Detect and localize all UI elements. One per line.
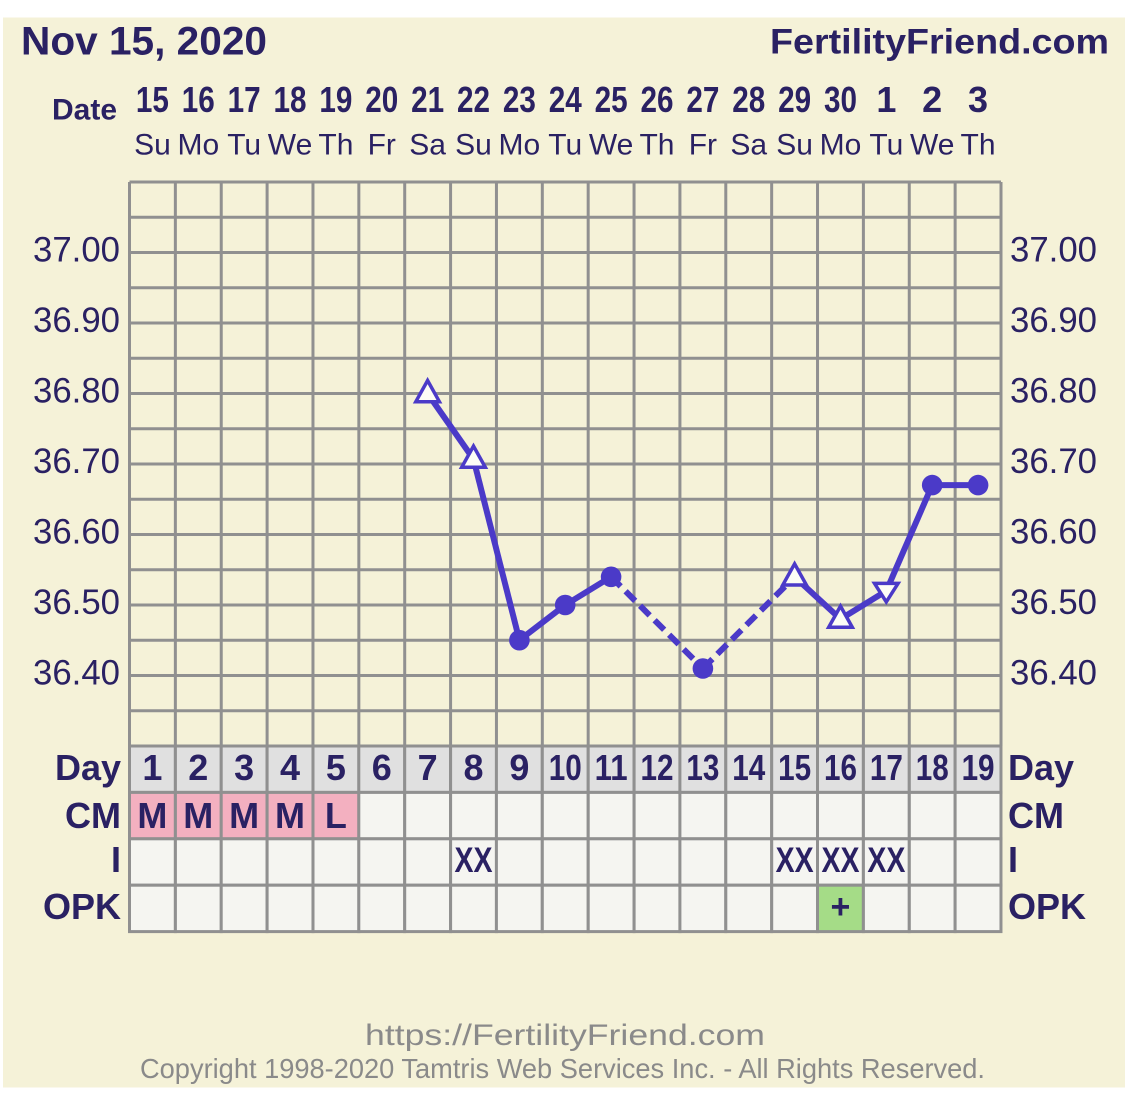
svg-text:36.70: 36.70 [1010,442,1097,481]
svg-text:Date: Date [52,94,117,127]
svg-text:Su: Su [134,129,171,162]
svg-text:Su: Su [776,129,813,162]
svg-text:M: M [137,795,167,836]
svg-text:36.90: 36.90 [33,301,120,340]
svg-text:L: L [325,795,347,836]
svg-text:18: 18 [916,747,949,788]
svg-text:M: M [183,795,213,836]
svg-text:We: We [910,129,954,162]
svg-text:M: M [229,795,259,836]
svg-text:26: 26 [640,79,673,120]
svg-text:8: 8 [463,747,483,788]
svg-text:XX: XX [821,841,860,880]
svg-text:Nov 15, 2020: Nov 15, 2020 [21,19,267,63]
svg-text:19: 19 [962,747,995,788]
svg-text:37.00: 37.00 [33,231,120,270]
svg-text:12: 12 [640,747,673,788]
svg-text:Mo: Mo [177,129,219,162]
svg-text:3: 3 [234,747,254,788]
svg-text:16: 16 [824,747,857,788]
svg-text:36.60: 36.60 [33,513,120,552]
svg-text:36.60: 36.60 [1010,513,1097,552]
svg-text:36.50: 36.50 [1010,583,1097,622]
svg-text:2: 2 [922,79,942,120]
svg-text:+: + [831,888,851,926]
svg-text:FertilityFriend.com: FertilityFriend.com [770,23,1109,62]
svg-text:17: 17 [228,79,261,120]
svg-text:Th: Th [639,129,674,162]
svg-text:Fr: Fr [368,129,396,162]
svg-text:11: 11 [595,747,628,788]
svg-text:36.90: 36.90 [1010,301,1097,340]
svg-text:M: M [275,795,305,836]
svg-text:37.00: 37.00 [1010,231,1097,270]
svg-text:13: 13 [686,747,719,788]
svg-text:Th: Th [318,129,353,162]
svg-text:29: 29 [778,79,811,120]
svg-text:OPK: OPK [1008,886,1086,927]
svg-text:https://FertilityFriend.com: https://FertilityFriend.com [365,1019,765,1052]
svg-text:36.80: 36.80 [33,372,120,411]
svg-text:4: 4 [280,747,300,788]
svg-text:OPK: OPK [43,886,121,927]
svg-text:Day: Day [1008,747,1074,788]
svg-text:36.40: 36.40 [33,654,120,693]
svg-text:Mo: Mo [499,129,541,162]
svg-text:I: I [1008,839,1018,880]
svg-text:30: 30 [824,79,857,120]
svg-text:I: I [111,839,121,880]
svg-text:15: 15 [136,79,169,120]
svg-text:27: 27 [686,79,719,120]
svg-text:36.50: 36.50 [33,583,120,622]
svg-text:Mo: Mo [820,129,862,162]
svg-text:15: 15 [778,747,811,788]
svg-text:18: 18 [274,79,307,120]
svg-text:7: 7 [418,747,438,788]
svg-text:17: 17 [870,747,903,788]
svg-text:2: 2 [188,747,208,788]
svg-text:Sa: Sa [409,129,446,162]
svg-text:Th: Th [961,129,996,162]
svg-text:24: 24 [549,79,582,120]
svg-text:36.70: 36.70 [33,442,120,481]
svg-text:Fr: Fr [689,129,717,162]
svg-text:28: 28 [732,79,765,120]
svg-text:1: 1 [876,79,896,120]
svg-text:Tu: Tu [227,129,261,162]
svg-text:Day: Day [55,747,121,788]
svg-text:3: 3 [968,79,988,120]
svg-text:CM: CM [65,795,121,836]
svg-text:14: 14 [732,747,765,788]
svg-text:XX: XX [455,841,494,880]
svg-text:Copyright 1998-2020 Tamtris We: Copyright 1998-2020 Tamtris Web Services… [140,1053,985,1084]
svg-text:6: 6 [372,747,392,788]
svg-text:36.80: 36.80 [1010,372,1097,411]
svg-text:25: 25 [595,79,628,120]
svg-text:21: 21 [411,79,444,120]
svg-text:22: 22 [457,79,490,120]
svg-text:XX: XX [776,841,815,880]
svg-text:16: 16 [182,79,215,120]
svg-text:Sa: Sa [730,129,767,162]
svg-text:36.40: 36.40 [1010,654,1097,693]
svg-text:23: 23 [503,79,536,120]
svg-text:CM: CM [1008,795,1064,836]
svg-text:5: 5 [326,747,346,788]
svg-text:19: 19 [319,79,352,120]
svg-text:We: We [589,129,633,162]
svg-text:1: 1 [142,747,162,788]
svg-text:10: 10 [549,747,582,788]
svg-text:20: 20 [365,79,398,120]
svg-text:9: 9 [509,747,529,788]
svg-text:We: We [268,129,312,162]
svg-text:Tu: Tu [869,129,903,162]
svg-text:Tu: Tu [548,129,582,162]
svg-text:XX: XX [867,841,906,880]
svg-text:Su: Su [455,129,492,162]
